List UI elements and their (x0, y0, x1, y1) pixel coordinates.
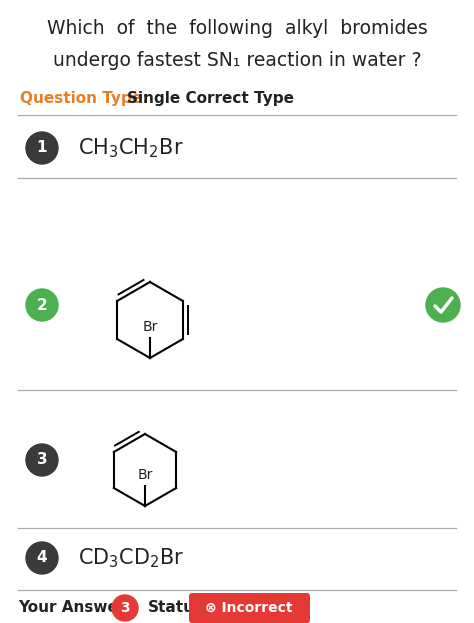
Circle shape (26, 542, 58, 574)
Circle shape (112, 595, 138, 621)
Circle shape (26, 444, 58, 476)
Text: 1: 1 (37, 141, 47, 156)
Text: 2: 2 (36, 298, 47, 313)
Text: 3: 3 (36, 452, 47, 467)
FancyBboxPatch shape (189, 593, 310, 623)
Text: Your Answer:: Your Answer: (18, 601, 132, 616)
Text: 3: 3 (120, 601, 130, 615)
Text: undergo fastest SN₁ reaction in water ?: undergo fastest SN₁ reaction in water ? (53, 50, 421, 70)
Text: Br: Br (142, 320, 158, 334)
Text: ⊗ Incorrect: ⊗ Incorrect (205, 601, 293, 615)
Circle shape (26, 289, 58, 321)
Text: Status:: Status: (148, 601, 210, 616)
Text: Which  of  the  following  alkyl  bromides: Which of the following alkyl bromides (46, 19, 428, 37)
Text: 4: 4 (36, 551, 47, 566)
Text: Question Type:: Question Type: (20, 90, 148, 105)
Text: Single Correct Type: Single Correct Type (127, 90, 294, 105)
Circle shape (426, 288, 460, 322)
Text: $\mathregular{CD_3CD_2Br}$: $\mathregular{CD_3CD_2Br}$ (78, 546, 184, 570)
Circle shape (26, 132, 58, 164)
Text: Br: Br (137, 468, 153, 482)
Text: $\mathregular{CH_3CH_2Br}$: $\mathregular{CH_3CH_2Br}$ (78, 136, 183, 160)
